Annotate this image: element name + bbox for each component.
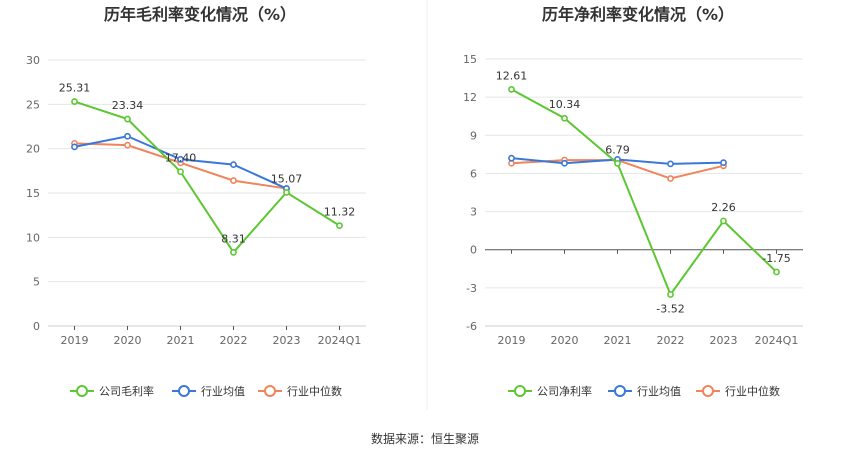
legend-swatch-marker [614,385,626,397]
data-point [71,98,78,105]
legend-label: 公司毛利率 [99,384,154,398]
data-point [124,132,131,140]
x-tick-label: 2020 [114,334,142,347]
chart-title: 历年净利率变化情况（%） [542,5,734,24]
data-label: 11.32 [324,206,356,219]
data-label: 6.79 [605,143,630,156]
data-point [177,168,184,176]
data-label: -3.52 [656,302,684,315]
data-point [667,175,674,182]
y-tick-label: 15 [463,53,477,66]
data-label: -1.75 [762,252,790,265]
x-tick-label: 2021 [604,334,632,347]
x-tick-label: 2022 [657,334,685,347]
y-tick-label: 3 [470,206,477,219]
legend-label: 行业中位数 [287,384,342,398]
data-label: 8.31 [221,232,246,245]
y-tick-label: -6 [466,320,477,333]
data-label: 2.26 [711,201,736,214]
data-label: 25.31 [59,82,91,95]
x-tick-label: 2024Q1 [755,334,799,347]
data-point [283,188,290,196]
data-point [124,141,131,149]
data-source-note: 数据来源：恒生聚源 [370,432,479,446]
data-point [124,115,131,123]
y-tick-label: 12 [463,91,477,104]
y-tick-label: 20 [26,143,40,156]
data-point [336,222,343,230]
y-tick-label: -3 [466,282,477,295]
y-tick-label: 25 [26,98,40,111]
x-tick-label: 2021 [167,334,195,347]
y-tick-label: 6 [470,167,477,180]
legend-item: 行业均值 [172,385,245,398]
x-tick-label: 2020 [551,334,579,347]
data-point [177,155,184,163]
legend-item: 行业均值 [608,385,681,398]
data-label: 15.07 [271,172,303,185]
data-point [508,154,515,162]
y-tick-label: 0 [470,244,477,257]
y-tick-label: 9 [470,129,477,142]
y-tick-label: 0 [33,320,40,333]
legend-swatch-marker [264,385,276,397]
legend-swatch-marker [702,385,714,397]
legend-label: 公司净利率 [537,384,592,398]
data-point [230,161,237,169]
chart-title: 历年毛利率变化情况（%） [104,5,296,24]
y-tick-label: 15 [26,187,40,200]
legend-label: 行业中位数 [725,384,780,398]
net-margin-chart: 历年净利率变化情况（%） -6 -3 0 3 6 9 12 15 2019 2020 2021 2022… [463,5,803,398]
y-tick-label: 30 [26,54,40,67]
data-point [230,248,237,256]
data-point [773,268,780,276]
x-tick-label: 2023 [273,334,301,347]
legend-swatch-marker [76,385,88,397]
series-line [511,88,778,297]
data-point [720,159,727,167]
legend-item: 行业中位数 [258,384,342,398]
x-tick-label: 2022 [220,334,248,347]
legend-swatch-marker [178,385,190,397]
legend-item: 公司净利率 [508,384,592,398]
gross-margin-chart: 历年毛利率变化情况（%） 0 5 10 15 20 25 30 2019 2020 2021 2022… [26,5,366,398]
series-line [74,100,341,254]
data-point [508,85,515,93]
legend-item: 公司毛利率 [70,384,154,398]
legend-label: 行业均值 [201,385,245,398]
data-point [71,143,78,151]
data-point [720,217,727,225]
y-tick-label: 10 [26,231,40,244]
x-tick-label: 2024Q1 [318,334,362,347]
data-label: 23.34 [112,99,144,112]
x-tick-label: 2019 [498,334,526,347]
legend-label: 行业均值 [637,385,681,398]
data-point [667,291,674,298]
x-tick-label: 2023 [710,334,738,347]
data-point [230,177,237,184]
data-point [667,160,674,168]
data-point [561,159,568,167]
x-tick-label: 2019 [61,334,89,347]
data-point [561,114,568,122]
data-label: 17.40 [165,152,197,165]
legend-swatch-marker [514,385,526,397]
y-tick-label: 5 [33,276,40,289]
legend-item: 行业中位数 [696,384,780,398]
data-label: 12.61 [496,69,528,82]
data-point [614,159,621,167]
data-label: 10.34 [549,98,581,111]
